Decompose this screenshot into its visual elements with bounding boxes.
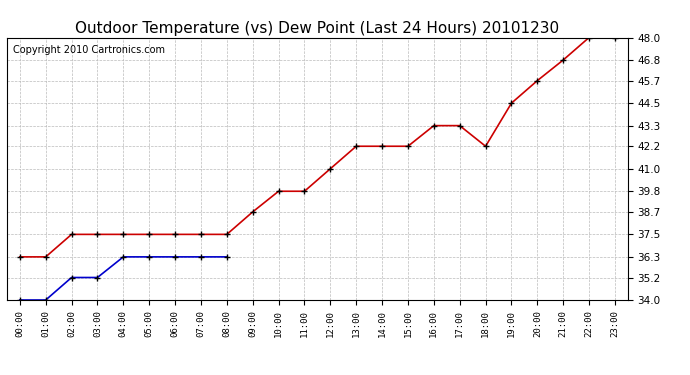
Text: Copyright 2010 Cartronics.com: Copyright 2010 Cartronics.com	[13, 45, 165, 56]
Title: Outdoor Temperature (vs) Dew Point (Last 24 Hours) 20101230: Outdoor Temperature (vs) Dew Point (Last…	[75, 21, 560, 36]
